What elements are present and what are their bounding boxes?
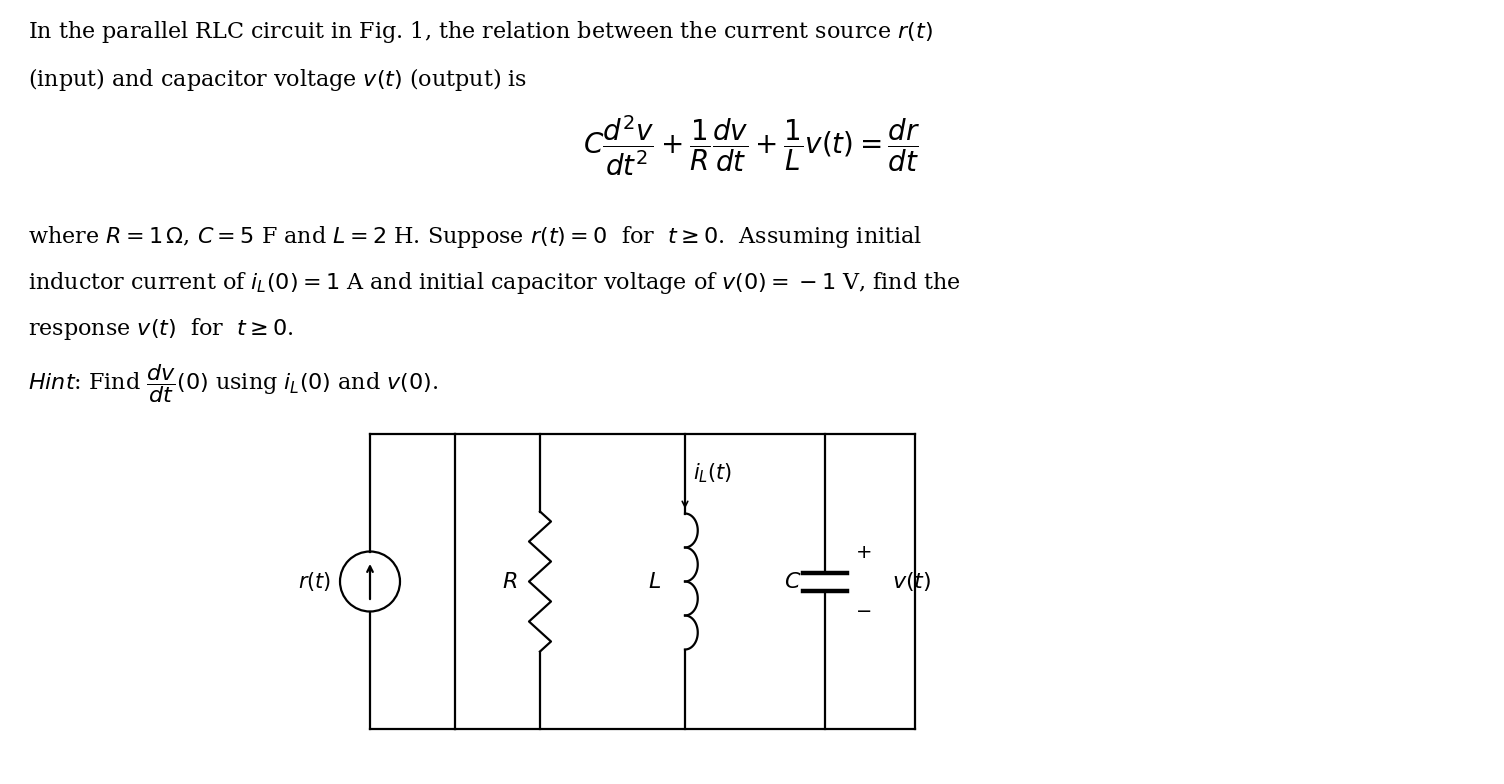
Text: inductor current of $i_L(0) = 1$ A and initial capacitor voltage of $v(0) = -1$ : inductor current of $i_L(0) = 1$ A and i…: [29, 270, 961, 296]
Text: where $R = 1\,\Omega$, $C = 5$ F and $L = 2$ H. Suppose $r(t) = 0$  for  $t \geq: where $R = 1\,\Omega$, $C = 5$ F and $L …: [29, 224, 922, 250]
Text: $i_L(t)$: $i_L(t)$: [693, 462, 732, 485]
Text: $\mathit{Hint}$: Find $\dfrac{dv}{dt}(0)$ using $i_L(0)$ and $v(0)$.: $\mathit{Hint}$: Find $\dfrac{dv}{dt}(0)…: [29, 362, 438, 405]
Text: $v(t)$: $v(t)$: [892, 570, 931, 593]
Text: In the parallel RLC circuit in Fig. 1, the relation between the current source $: In the parallel RLC circuit in Fig. 1, t…: [29, 19, 932, 45]
Text: $L$: $L$: [648, 571, 662, 593]
Text: $C\dfrac{d^2v}{dt^2} + \dfrac{1}{R}\dfrac{dv}{dt} + \dfrac{1}{L}v(t) = \dfrac{dr: $C\dfrac{d^2v}{dt^2} + \dfrac{1}{R}\dfra…: [584, 114, 920, 178]
Text: $+$: $+$: [854, 545, 871, 562]
Text: $C$: $C$: [784, 571, 802, 593]
Text: $r(t)$: $r(t)$: [298, 570, 332, 593]
Text: (input) and capacitor voltage $v(t)$ (output) is: (input) and capacitor voltage $v(t)$ (ou…: [29, 66, 528, 93]
Text: response $v(t)$  for  $t \geq 0$.: response $v(t)$ for $t \geq 0$.: [29, 316, 293, 342]
Text: $-$: $-$: [854, 601, 871, 619]
Text: $R$: $R$: [502, 571, 517, 593]
